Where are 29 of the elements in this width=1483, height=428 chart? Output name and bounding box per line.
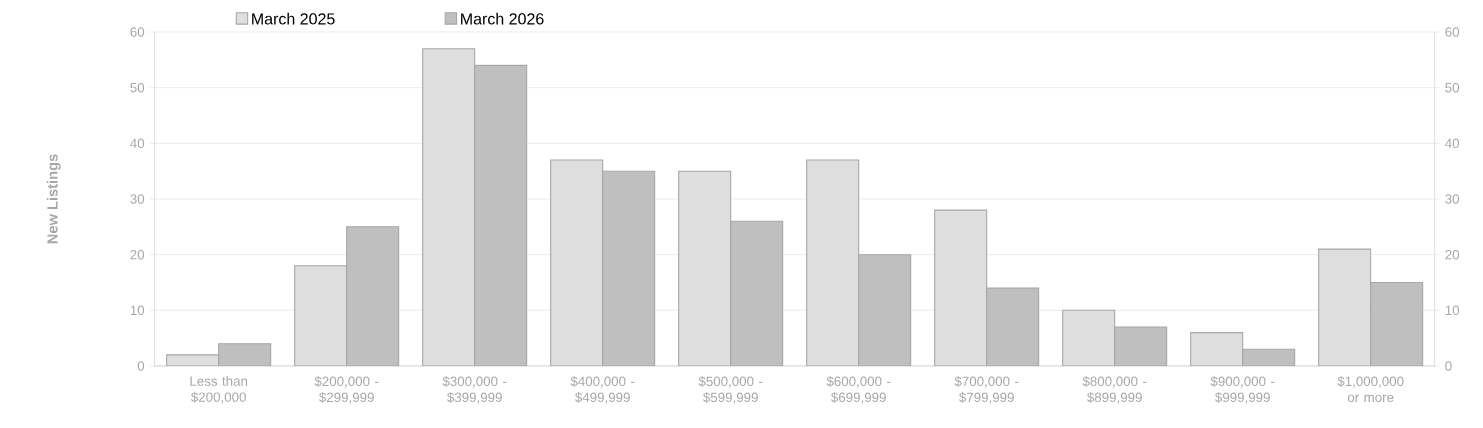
y2-tick-label: 30	[1445, 194, 1460, 204]
y2-tick-label: 50	[1445, 82, 1460, 93]
y-tick-label: 60	[130, 27, 145, 37]
x-tick-label: $800,000 - $899,999	[1082, 376, 1147, 404]
x-tick-label: $400,000 - $499,999	[570, 376, 635, 404]
x-tick-label: $300,000 - $399,999	[442, 376, 507, 404]
y-tick-label: 40	[130, 138, 145, 149]
x-tick-label: $1,000,000 or more	[1337, 376, 1404, 403]
x-tick-label: $900,000 - $999,999	[1210, 376, 1275, 404]
y-tick-label: 10	[130, 305, 145, 316]
x-tick-label: Less than $200,000	[190, 376, 248, 404]
x-tick-label: $600,000 - $699,999	[826, 376, 891, 404]
y-tick-label: 20	[130, 249, 145, 260]
y-axis-title: New Listings	[46, 154, 61, 244]
y-tick-label: 50	[130, 82, 145, 93]
y-tick-label: 0	[137, 361, 145, 371]
legend-label: March 2026	[461, 12, 544, 25]
y2-tick-label: 20	[1445, 249, 1460, 260]
bar	[1190, 332, 1244, 366]
bar	[1062, 309, 1116, 366]
y2-tick-label: 60	[1445, 27, 1460, 37]
y2-tick-label: 40	[1445, 138, 1460, 149]
legend-label: March 2025	[252, 12, 335, 25]
x-tick-label: $200,000 - $299,999	[314, 376, 379, 404]
y-tick-label: 30	[130, 194, 145, 204]
y2-tick-label: 10	[1445, 305, 1460, 316]
x-tick-label: $500,000 - $599,999	[698, 376, 763, 404]
x-tick-label: $700,000 - $799,999	[954, 376, 1019, 404]
y2-tick-label: 0	[1445, 361, 1452, 371]
